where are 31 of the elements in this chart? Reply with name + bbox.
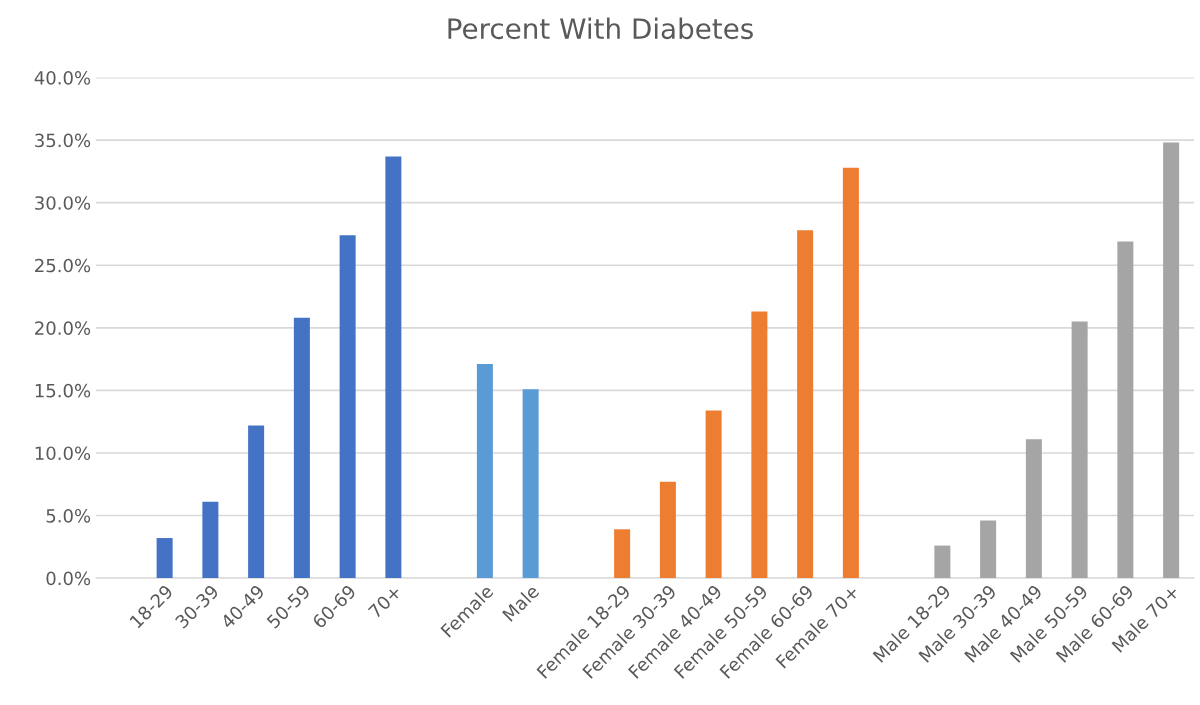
bar (293, 317, 310, 579)
bar (797, 230, 814, 579)
bar (522, 389, 539, 579)
chart-title: Percent With Diabetes (448, 17, 753, 40)
bar (1163, 142, 1180, 579)
bar (1071, 321, 1088, 579)
y-tick-label: 5.0% (46, 508, 91, 523)
bar (751, 311, 768, 579)
bar (980, 520, 997, 579)
y-tick-label: 30.0% (35, 196, 91, 210)
bar (842, 167, 859, 579)
bar (385, 156, 402, 579)
bar (339, 235, 356, 579)
bar (705, 410, 722, 579)
y-tick-label: 35.0% (35, 133, 91, 148)
y-tick-label: 40.0% (34, 71, 91, 85)
bar (476, 364, 493, 579)
y-tick-label: 15.0% (35, 383, 91, 398)
bar (1117, 241, 1134, 579)
bar (248, 425, 265, 579)
y-tick-label: 25.0% (35, 258, 91, 273)
y-tick-label: 10.0% (35, 446, 91, 461)
bar (614, 529, 631, 579)
bar (659, 481, 676, 579)
y-tick-label: 0.0% (46, 571, 91, 586)
bar (1025, 439, 1042, 579)
bar (934, 545, 951, 579)
x-tick-label: 70+ (367, 584, 402, 619)
y-tick-label: 20.0% (35, 321, 91, 335)
bar (202, 501, 219, 579)
bar (156, 538, 173, 579)
